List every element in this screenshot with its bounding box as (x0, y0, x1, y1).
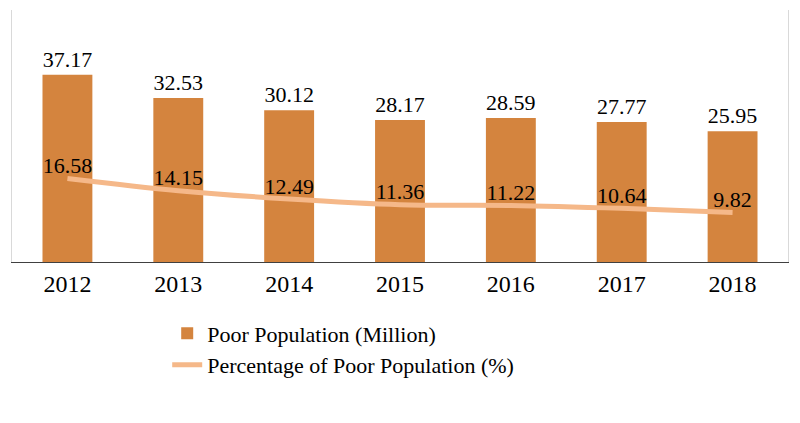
svg-text:27.77: 27.77 (597, 94, 647, 119)
svg-text:2016: 2016 (487, 271, 535, 297)
svg-text:37.17: 37.17 (43, 47, 93, 72)
svg-text:11.36: 11.36 (376, 179, 425, 204)
svg-text:28.59: 28.59 (486, 90, 535, 115)
svg-text:9.82: 9.82 (713, 187, 752, 212)
svg-text:2018: 2018 (709, 271, 757, 297)
svg-text:10.64: 10.64 (597, 183, 647, 208)
svg-text:2012: 2012 (43, 271, 91, 297)
svg-text:2013: 2013 (154, 271, 202, 297)
svg-text:16.58: 16.58 (43, 153, 93, 178)
svg-text:14.15: 14.15 (154, 165, 204, 190)
svg-text:32.53: 32.53 (154, 70, 204, 95)
svg-text:28.17: 28.17 (375, 92, 425, 117)
svg-text:2015: 2015 (376, 271, 424, 297)
svg-text:30.12: 30.12 (264, 82, 314, 107)
svg-text:2017: 2017 (598, 271, 646, 297)
svg-text:2014: 2014 (265, 271, 313, 297)
svg-text:Poor Population (Million): Poor Population (Million) (207, 322, 436, 347)
svg-text:25.95: 25.95 (708, 103, 758, 128)
svg-text:12.49: 12.49 (264, 174, 314, 199)
svg-text:11.22: 11.22 (487, 180, 536, 205)
svg-text:Percentage of Poor Population: Percentage of Poor Population (%) (207, 353, 514, 378)
